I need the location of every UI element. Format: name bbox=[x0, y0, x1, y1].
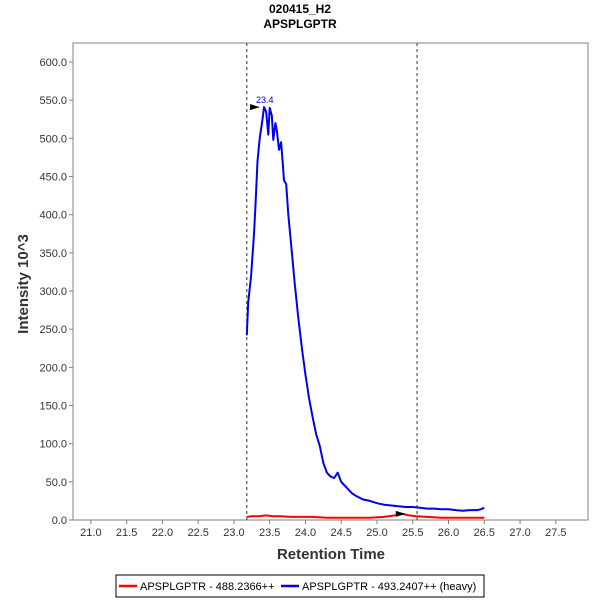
x-tick-label: 26.5 bbox=[474, 527, 495, 539]
peak-marker-heavy bbox=[249, 104, 260, 111]
y-tick-label: 400.0 bbox=[39, 210, 67, 222]
y-tick-label: 200.0 bbox=[39, 362, 67, 374]
series-line-heavy bbox=[245, 106, 485, 512]
x-tick-label: 26.0 bbox=[438, 527, 459, 539]
series-line-light bbox=[246, 512, 485, 519]
x-tick-label: 23.0 bbox=[223, 527, 244, 539]
chart-subtitle: APSPLGPTR bbox=[263, 17, 337, 31]
peak-rt-label: 23.4 bbox=[256, 95, 274, 105]
y-tick-label: 150.0 bbox=[39, 401, 67, 413]
y-tick-label: 550.0 bbox=[39, 95, 67, 107]
x-tick-label: 27.5 bbox=[545, 527, 566, 539]
x-axis-label: Retention Time bbox=[277, 546, 385, 563]
x-tick-label: 22.0 bbox=[152, 527, 173, 539]
x-tick-label: 25.5 bbox=[402, 527, 423, 539]
x-tick-label: 25.0 bbox=[366, 527, 387, 539]
y-tick-label: 500.0 bbox=[39, 133, 67, 145]
x-tick-label: 24.5 bbox=[331, 527, 352, 539]
y-tick-label: 600.0 bbox=[39, 57, 67, 69]
x-tick-label: 22.5 bbox=[187, 527, 208, 539]
y-tick-label: 450.0 bbox=[39, 172, 67, 184]
y-tick-label: 100.0 bbox=[39, 439, 67, 451]
peak-marker-light bbox=[395, 510, 406, 517]
x-tick-label: 24.0 bbox=[295, 527, 316, 539]
x-tick-label: 23.5 bbox=[259, 527, 280, 539]
x-axis-ticks: 21.0 21.5 22.0 22.5 23.0 23.5 24.0 24.5 25.0 25.5… bbox=[80, 520, 567, 539]
legend-label-light: APSPLGPTR - 488.2366++ bbox=[140, 581, 275, 593]
y-tick-label: 50.0 bbox=[46, 477, 67, 489]
y-tick-label: 250.0 bbox=[39, 324, 67, 336]
x-tick-label: 21.0 bbox=[80, 527, 101, 539]
legend: APSPLGPTR - 488.2366++ APSPLGPTR - 493.2… bbox=[115, 574, 485, 598]
peak-markers: 23.4 bbox=[249, 95, 406, 517]
y-tick-label: 350.0 bbox=[39, 248, 67, 260]
x-tick-label: 27.0 bbox=[509, 527, 530, 539]
chart-title: 020415_H2 bbox=[269, 2, 331, 16]
y-tick-label: 300.0 bbox=[39, 286, 67, 298]
integration-boundaries bbox=[246, 43, 418, 520]
y-axis-label: Intensity 10^3 bbox=[15, 234, 32, 334]
chromatogram-traces bbox=[245, 106, 485, 519]
legend-label-heavy: APSPLGPTR - 493.2407++ (heavy) bbox=[302, 581, 476, 593]
y-tick-label: 0.0 bbox=[52, 515, 67, 527]
plot-area bbox=[72, 42, 589, 521]
x-tick-label: 21.5 bbox=[116, 527, 137, 539]
y-axis-ticks: 0.0 50.0 100.0 150.0 200.0 250.0 300.0 350.0 400… bbox=[39, 57, 73, 527]
legend-box bbox=[115, 574, 485, 598]
